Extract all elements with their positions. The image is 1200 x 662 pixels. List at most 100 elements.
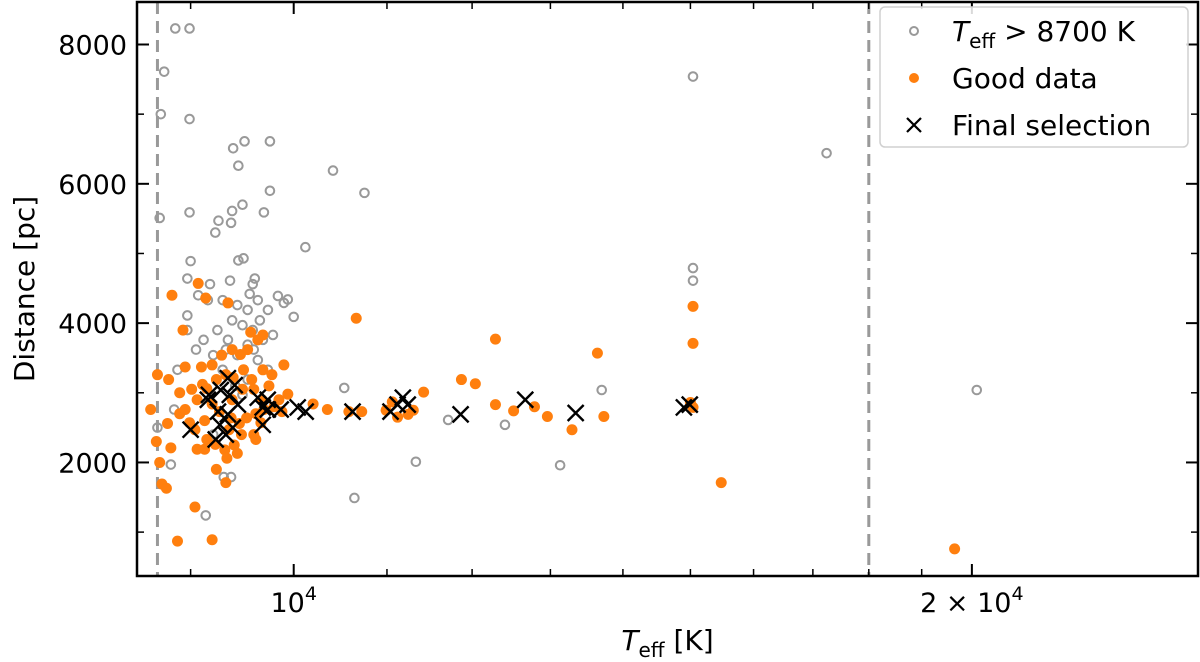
point-open-circle bbox=[239, 136, 250, 147]
point-filled-circle bbox=[469, 378, 481, 390]
x-label-main: T bbox=[621, 624, 640, 657]
point-open-circle bbox=[252, 354, 264, 366]
point-filled-circle bbox=[150, 436, 162, 448]
legend-label-sub: eff bbox=[969, 29, 996, 53]
point-x bbox=[206, 430, 225, 449]
point-filled-circle bbox=[489, 333, 501, 345]
point-filled-circle bbox=[528, 401, 540, 413]
point-x bbox=[225, 376, 244, 394]
point-filled-circle bbox=[250, 433, 262, 445]
point-open-circle bbox=[169, 23, 181, 34]
point-filled-circle bbox=[206, 534, 218, 546]
point-open-circle bbox=[185, 255, 196, 267]
point-filled-circle bbox=[343, 406, 355, 418]
point-filled-circle bbox=[179, 404, 191, 416]
point-filled-circle bbox=[231, 447, 243, 459]
point-open-circle bbox=[233, 160, 244, 172]
point-filled-circle bbox=[191, 443, 203, 455]
point-x bbox=[675, 398, 693, 417]
point-x bbox=[253, 415, 272, 434]
point-open-circle bbox=[264, 185, 276, 197]
point-filled-circle bbox=[418, 386, 430, 398]
point-x bbox=[258, 400, 277, 419]
series-1 bbox=[145, 277, 961, 555]
point-open-circle bbox=[233, 255, 244, 266]
point-open-circle bbox=[349, 492, 360, 504]
legend-box bbox=[879, 6, 1189, 148]
series-0 bbox=[152, 23, 983, 521]
x-tick-exp: 4 bbox=[1011, 583, 1023, 605]
point-filled-circle bbox=[165, 442, 177, 454]
point-x bbox=[296, 402, 315, 421]
point-filled-circle bbox=[687, 300, 699, 312]
point-open-circle bbox=[226, 315, 238, 326]
legend-label-main: T bbox=[952, 15, 971, 48]
point-filled-circle bbox=[252, 334, 264, 346]
point-filled-circle bbox=[245, 326, 257, 338]
point-filled-circle bbox=[321, 404, 333, 416]
y-tick-label: 2000 bbox=[58, 448, 127, 479]
point-open-circle bbox=[184, 207, 195, 218]
point-x bbox=[200, 386, 218, 404]
point-open-circle bbox=[232, 299, 243, 311]
y-tick-label: 6000 bbox=[58, 170, 127, 201]
point-filled-circle bbox=[222, 297, 234, 309]
point-open-circle bbox=[252, 294, 264, 306]
point-filled-circle bbox=[356, 406, 368, 418]
point-filled-circle bbox=[687, 337, 699, 349]
point-filled-circle bbox=[489, 399, 501, 411]
point-open-circle bbox=[258, 207, 270, 218]
point-x bbox=[398, 395, 417, 414]
x-tick-label: 104 bbox=[270, 583, 316, 619]
point-open-circle bbox=[288, 311, 300, 323]
point-open-circle bbox=[442, 414, 454, 426]
point-filled-circle bbox=[200, 292, 212, 304]
point-filled-circle bbox=[508, 405, 520, 417]
series-2 bbox=[181, 369, 699, 449]
point-open-circle bbox=[249, 273, 261, 284]
point-filled-circle bbox=[282, 388, 294, 400]
point-filled-circle bbox=[160, 482, 172, 494]
point-filled-circle bbox=[263, 380, 275, 392]
x-tick-exp: 4 bbox=[305, 583, 317, 605]
point-filled-circle bbox=[174, 387, 186, 399]
point-filled-circle bbox=[151, 369, 163, 381]
point-filled-circle bbox=[220, 477, 232, 489]
point-filled-circle bbox=[566, 424, 578, 436]
point-filled-circle bbox=[201, 433, 213, 445]
point-filled-circle bbox=[266, 369, 278, 381]
point-open-circle bbox=[254, 315, 266, 326]
point-open-circle bbox=[300, 241, 311, 253]
point-filled-circle bbox=[199, 415, 211, 427]
point-open-circle bbox=[165, 459, 177, 470]
point-open-circle bbox=[244, 288, 255, 300]
point-open-circle bbox=[224, 275, 236, 286]
point-open-circle bbox=[242, 304, 253, 316]
x-tick-label: 2 × 104 bbox=[920, 583, 1023, 619]
point-filled-circle bbox=[226, 344, 238, 356]
point-open-circle bbox=[247, 278, 259, 290]
point-filled-circle bbox=[206, 359, 218, 371]
point-filled-circle bbox=[163, 374, 175, 386]
point-filled-circle bbox=[228, 439, 240, 451]
y-axis-label: Distance [pc] bbox=[8, 196, 41, 382]
legend-filled-circle-icon bbox=[909, 73, 919, 83]
point-open-circle bbox=[182, 310, 193, 321]
y-tick-label: 4000 bbox=[58, 309, 127, 340]
point-open-circle bbox=[687, 275, 699, 286]
point-filled-circle bbox=[186, 383, 198, 395]
point-open-circle bbox=[359, 187, 370, 199]
x-axis-label: Teff [K] bbox=[621, 624, 713, 662]
legend-label-text: Good data bbox=[952, 62, 1098, 95]
point-filled-circle bbox=[715, 477, 727, 489]
point-filled-circle bbox=[145, 404, 157, 416]
point-open-circle bbox=[213, 215, 224, 227]
point-open-circle bbox=[212, 324, 223, 336]
point-filled-circle bbox=[191, 394, 203, 406]
point-filled-circle bbox=[216, 349, 228, 361]
point-filled-circle bbox=[241, 412, 253, 424]
point-open-circle bbox=[198, 334, 209, 346]
legend-label: Teff > 8700 K bbox=[952, 15, 1136, 53]
point-filled-circle bbox=[154, 456, 166, 468]
